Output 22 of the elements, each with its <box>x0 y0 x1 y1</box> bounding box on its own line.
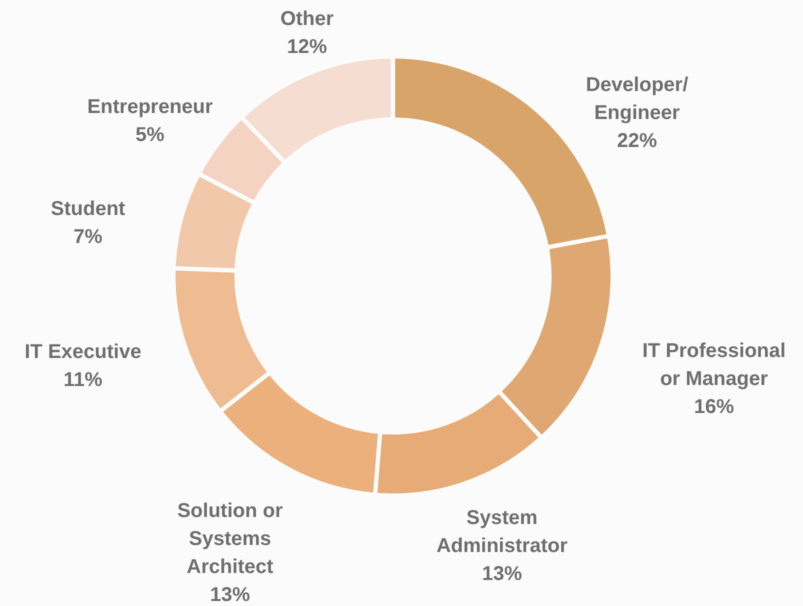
data-label: 22% <box>616 130 658 152</box>
donut-slice <box>174 270 268 410</box>
slice-label: Entrepreneur <box>87 96 214 118</box>
donut-slice <box>500 237 612 436</box>
data-label: 16% <box>694 396 734 418</box>
data-label: 13% <box>482 563 522 585</box>
donut-slice <box>200 118 284 202</box>
slice-label: Other <box>280 8 334 30</box>
slice-label: Student <box>50 198 126 220</box>
donut-slice <box>174 175 253 270</box>
donut-slice <box>222 374 379 494</box>
data-label: 7% <box>74 226 103 248</box>
data-label: 5% <box>136 124 165 146</box>
slice-label: Developer/ Engineer <box>586 74 689 124</box>
data-label: 12% <box>286 36 328 58</box>
slice-label: System Administrator <box>436 507 568 557</box>
slice-label: Solution or Systems Architect <box>177 500 283 578</box>
slice-label: IT Executive <box>24 341 142 363</box>
donut-slice <box>376 392 540 494</box>
data-label: 13% <box>210 584 250 606</box>
data-label: 11% <box>64 369 103 391</box>
slice-label: IT Professional or Manager <box>642 340 786 390</box>
